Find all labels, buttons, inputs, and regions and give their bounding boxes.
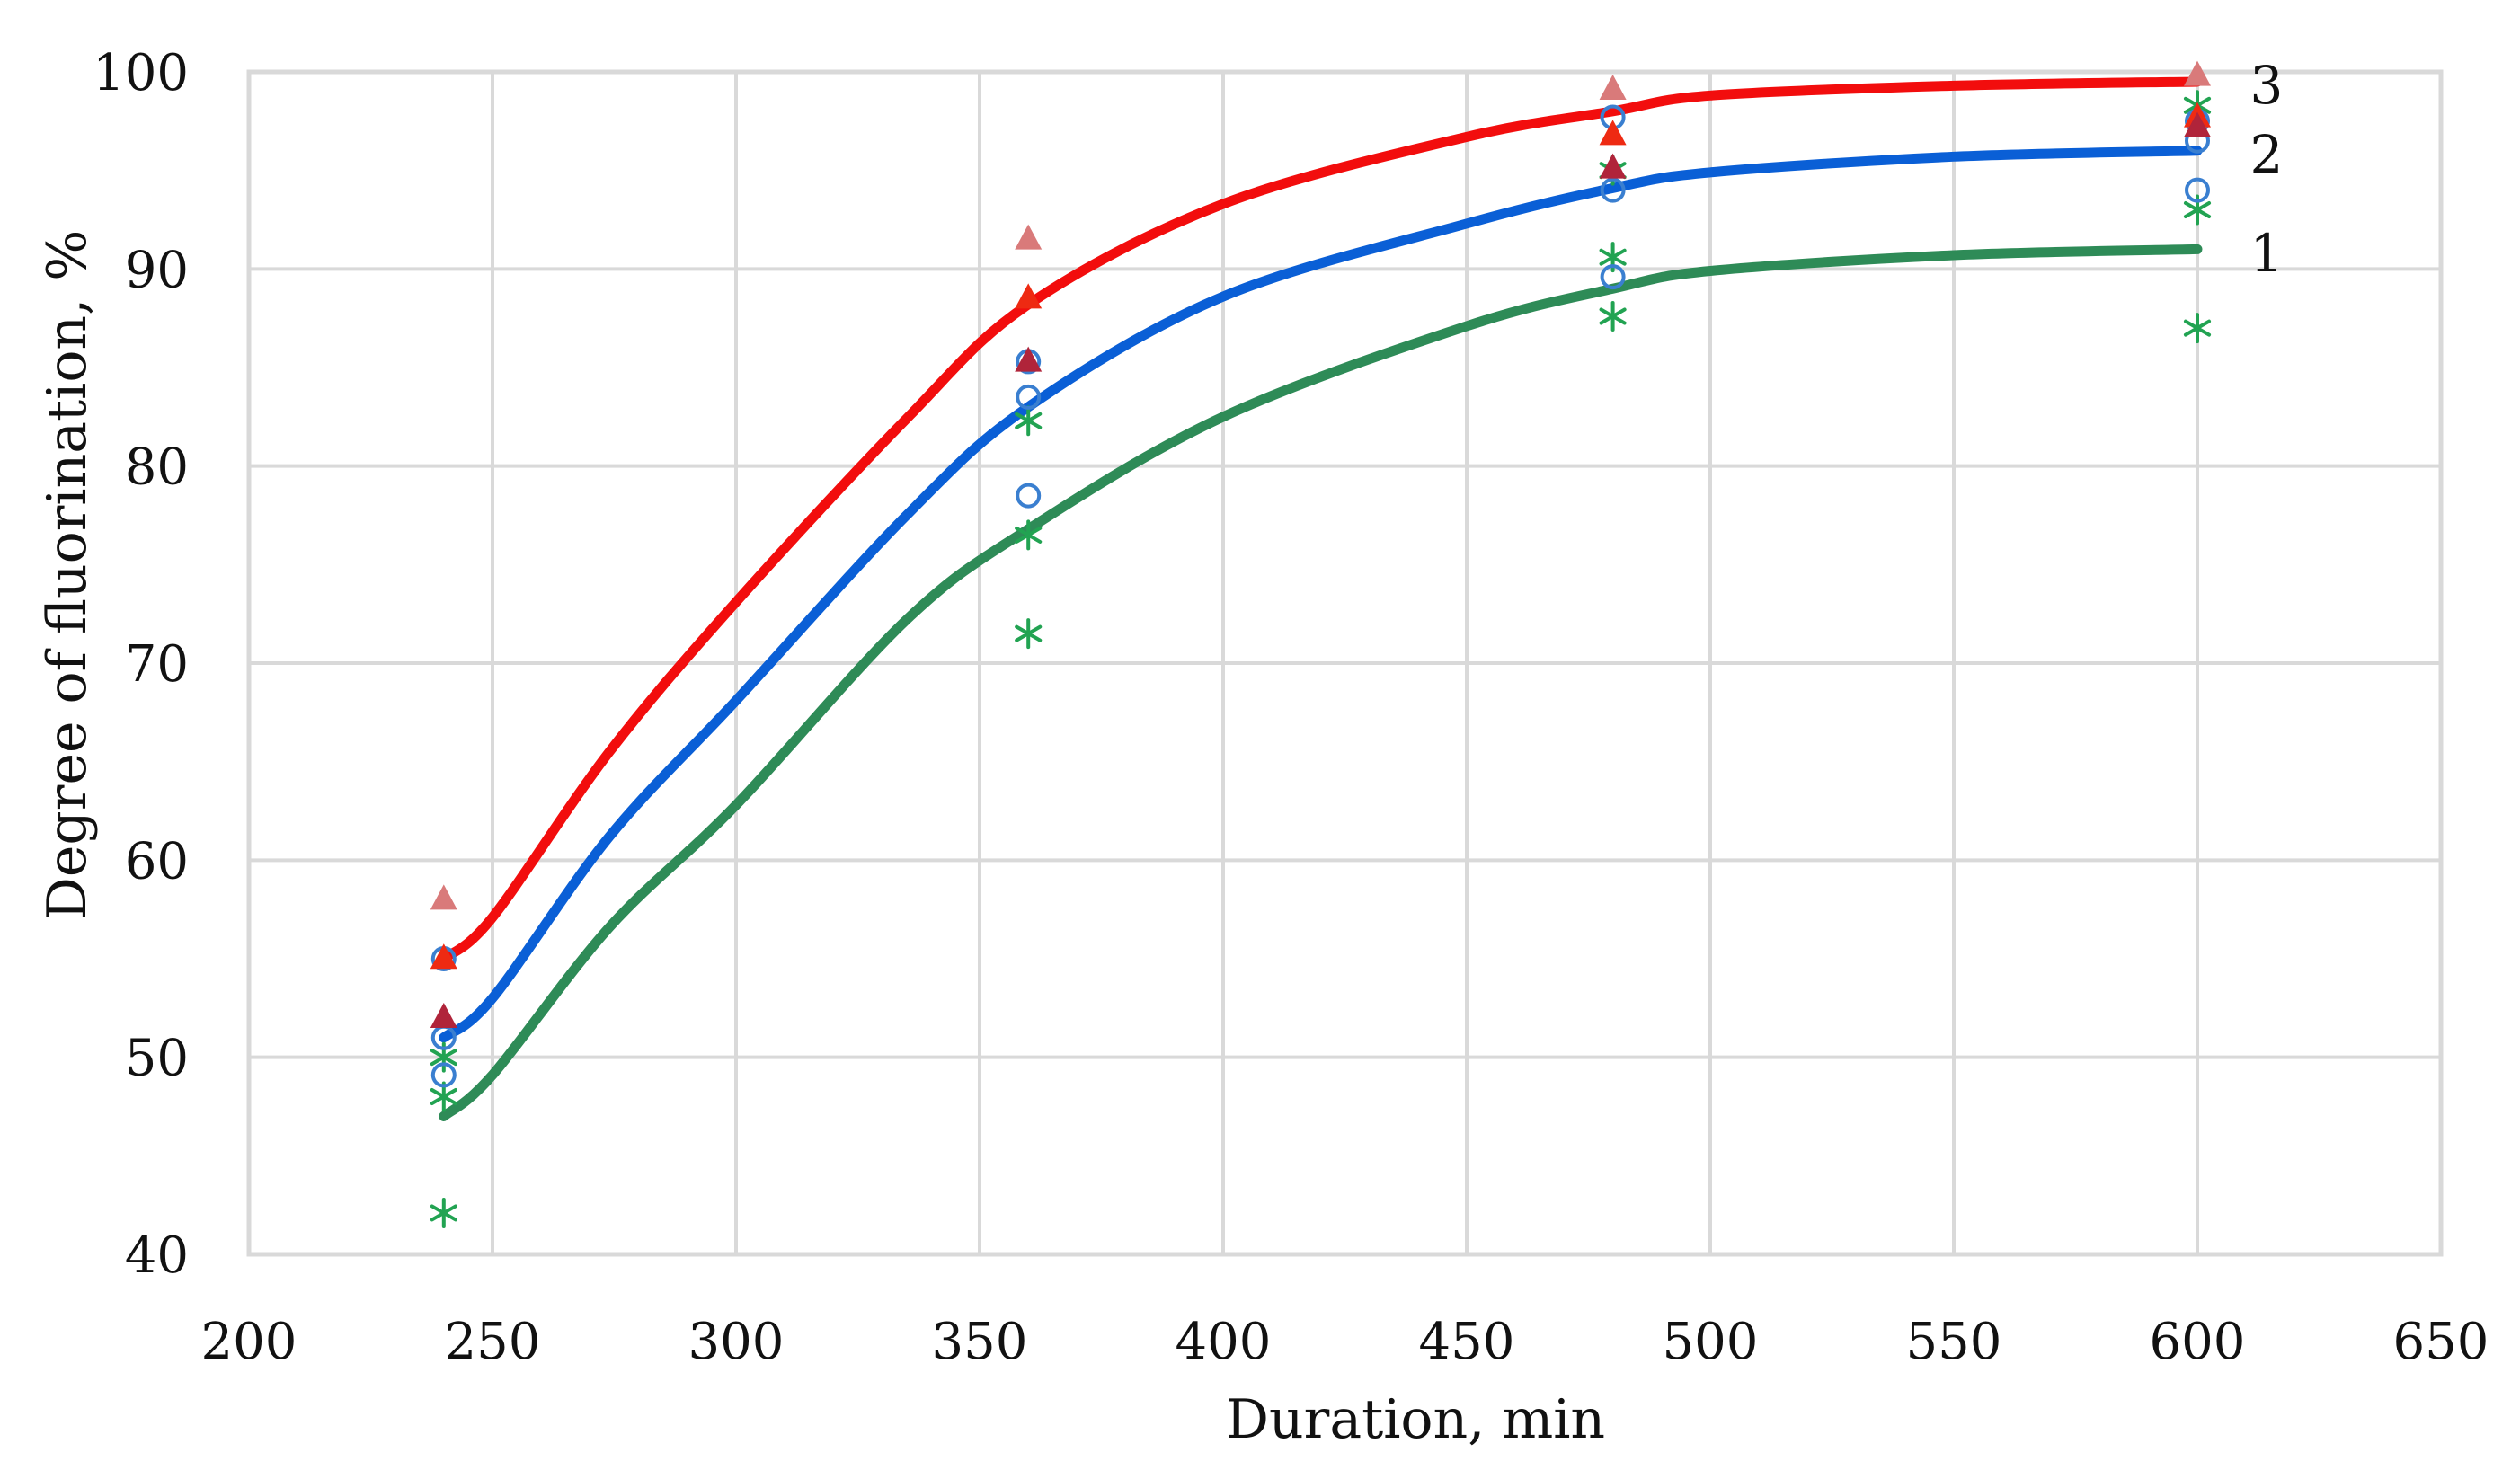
triangle-marker-icon	[1599, 120, 1627, 146]
x-tick-label: 200	[201, 1313, 297, 1371]
x-tick-label: 500	[1663, 1313, 1759, 1371]
triangle-marker-icon	[1599, 74, 1627, 100]
y-tick-label: 80	[125, 438, 189, 497]
asterisk-marker-icon	[1015, 519, 1043, 551]
x-axis-title: Duration, min	[1226, 1388, 1605, 1451]
triangle-marker-icon	[1599, 153, 1627, 179]
triangle-marker-icon	[2184, 60, 2211, 86]
asterisk-marker-icon	[1015, 618, 1043, 650]
circle-marker-icon	[2185, 177, 2210, 203]
x-tick-label: 250	[445, 1313, 541, 1371]
asterisk-marker-icon	[1599, 300, 1627, 332]
y-tick-label: 70	[125, 635, 189, 694]
triangle-marker-icon	[1015, 346, 1043, 372]
plot-area-border	[246, 69, 2444, 1257]
circle-marker-icon	[1600, 264, 1626, 290]
curve-labels: 3 2 1	[2250, 55, 2284, 284]
asterisk-marker-icon	[430, 1197, 457, 1228]
triangle-marker-icon	[430, 884, 457, 910]
circle-marker-icon	[1016, 384, 1042, 410]
fit-curve-series-2	[439, 146, 2203, 1043]
asterisk-marker-icon	[1015, 405, 1043, 437]
asterisk-marker-icon	[2183, 313, 2212, 344]
y-tick-label: 50	[125, 1030, 189, 1088]
x-tick-labels: 200 250 300 350 400 450 500 550 600 650	[201, 1313, 2489, 1371]
circle-marker-icon	[1600, 177, 1626, 203]
x-tick-label: 550	[1906, 1313, 2002, 1371]
x-tick-label: 400	[1176, 1313, 1272, 1371]
x-tick-label: 350	[932, 1313, 1028, 1371]
triangle-marker-icon	[430, 1003, 457, 1028]
curve-label-3: 3	[2250, 55, 2284, 116]
y-tick-label: 100	[93, 44, 189, 102]
x-tick-label: 300	[688, 1313, 785, 1371]
triangle-marker-icon	[1015, 283, 1043, 309]
triangle-marker-icon	[1015, 224, 1043, 250]
y-tick-label: 60	[125, 832, 189, 890]
y-tick-label: 90	[125, 241, 189, 299]
y-axis-title: Degree of fluorination, %	[36, 230, 99, 921]
x-tick-label: 450	[1419, 1313, 1515, 1371]
data-markers	[430, 60, 2212, 1228]
fit-curves	[439, 76, 2203, 1121]
x-tick-label: 600	[2150, 1313, 2246, 1371]
triangle-marker-icon	[430, 943, 457, 970]
asterisk-marker-icon	[430, 1081, 457, 1112]
curve-label-1: 1	[2250, 223, 2284, 284]
y-tick-labels: 40 50 60 70 80 90 100	[93, 44, 189, 1285]
fit-curve-series-3	[439, 76, 2203, 964]
circle-marker-icon	[430, 1062, 457, 1088]
triangle-marker-icon	[2184, 111, 2211, 137]
curve-label-2: 2	[2250, 124, 2284, 185]
fit-curve-series-1	[439, 244, 2203, 1121]
y-tick-label: 40	[125, 1226, 189, 1285]
x-tick-label: 650	[2393, 1313, 2489, 1371]
circle-marker-icon	[1016, 483, 1042, 509]
plot-frame	[246, 69, 2444, 1257]
